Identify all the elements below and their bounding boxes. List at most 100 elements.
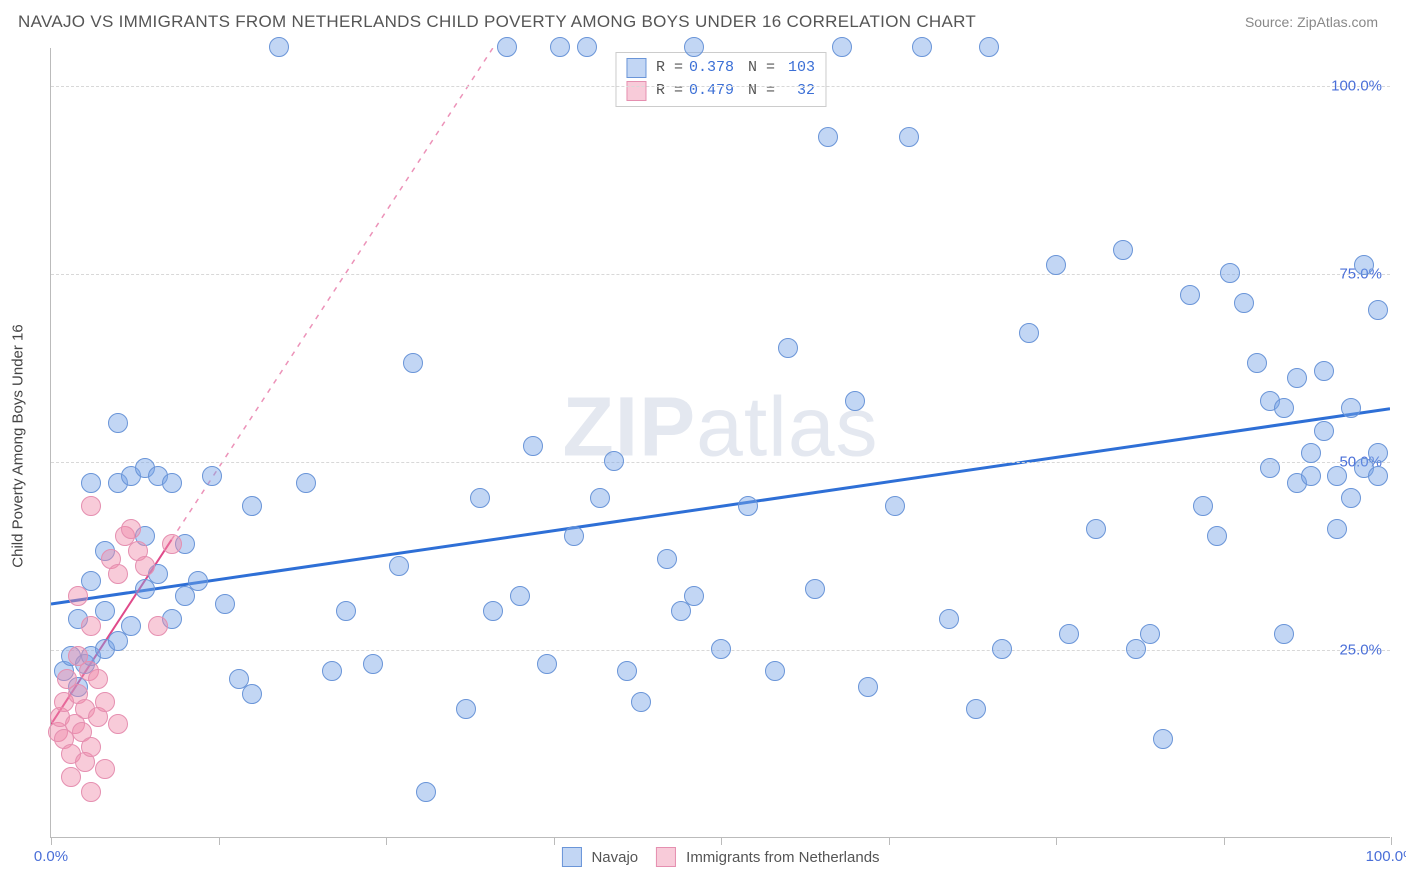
data-point <box>81 737 101 757</box>
x-tick-label: 100.0% <box>1366 848 1406 865</box>
data-point <box>1153 729 1173 749</box>
data-point <box>1314 361 1334 381</box>
y-tick-label: 100.0% <box>1331 77 1382 94</box>
legend-swatch <box>561 847 581 867</box>
data-point <box>1274 398 1294 418</box>
data-point <box>1193 496 1213 516</box>
data-point <box>88 669 108 689</box>
legend-swatch <box>626 58 646 78</box>
data-point <box>1113 240 1133 260</box>
data-point <box>336 601 356 621</box>
data-point <box>403 353 423 373</box>
data-point <box>1327 466 1347 486</box>
data-point <box>389 556 409 576</box>
data-point <box>456 699 476 719</box>
data-point <box>1207 526 1227 546</box>
gridline <box>51 462 1390 463</box>
legend-r-label: R = <box>656 80 683 103</box>
data-point <box>1019 323 1039 343</box>
data-point <box>1368 443 1388 463</box>
x-tick-label: 0.0% <box>34 848 68 865</box>
data-point <box>1247 353 1267 373</box>
gridline <box>51 274 1390 275</box>
legend-n-label: N = <box>748 57 775 80</box>
data-point <box>510 586 530 606</box>
data-point <box>470 488 490 508</box>
gridline <box>51 86 1390 87</box>
trend-lines <box>51 48 1390 837</box>
data-point <box>1140 624 1160 644</box>
data-point <box>1327 519 1347 539</box>
data-point <box>992 639 1012 659</box>
x-tick <box>889 837 890 845</box>
data-point <box>899 127 919 147</box>
data-point <box>269 37 289 57</box>
data-point <box>215 594 235 614</box>
data-point <box>188 571 208 591</box>
legend-r-label: R = <box>656 57 683 80</box>
data-point <box>939 609 959 629</box>
data-point <box>1341 398 1361 418</box>
data-point <box>805 579 825 599</box>
data-point <box>564 526 584 546</box>
data-point <box>1220 263 1240 283</box>
chart-header: NAVAJO VS IMMIGRANTS FROM NETHERLANDS CH… <box>0 0 1406 40</box>
legend-series-label: Navajo <box>591 849 638 866</box>
data-point <box>81 496 101 516</box>
data-point <box>242 496 262 516</box>
data-point <box>296 473 316 493</box>
data-point <box>631 692 651 712</box>
data-point <box>1301 443 1321 463</box>
data-point <box>523 436 543 456</box>
data-point <box>162 473 182 493</box>
data-point <box>1354 255 1374 275</box>
y-tick-label: 25.0% <box>1339 641 1382 658</box>
legend-series: Navajo Immigrants from Netherlands <box>561 847 879 867</box>
data-point <box>912 37 932 57</box>
legend-n-label: N = <box>748 80 775 103</box>
data-point <box>738 496 758 516</box>
legend-stats: R =0.378N =103R =0.479N =32 <box>615 52 826 107</box>
data-point <box>108 714 128 734</box>
legend-r-value: 0.479 <box>689 80 734 103</box>
data-point <box>81 782 101 802</box>
y-axis-title: Child Poverty Among Boys Under 16 <box>10 324 27 567</box>
x-tick <box>1391 837 1392 845</box>
data-point <box>657 549 677 569</box>
data-point <box>832 37 852 57</box>
data-point <box>966 699 986 719</box>
data-point <box>1260 458 1280 478</box>
x-tick <box>1224 837 1225 845</box>
data-point <box>483 601 503 621</box>
data-point <box>1086 519 1106 539</box>
data-point <box>108 413 128 433</box>
legend-series-item: Navajo <box>561 847 638 867</box>
data-point <box>778 338 798 358</box>
data-point <box>885 496 905 516</box>
legend-swatch <box>626 81 646 101</box>
data-point <box>95 759 115 779</box>
data-point <box>1341 488 1361 508</box>
data-point <box>416 782 436 802</box>
data-point <box>121 519 141 539</box>
data-point <box>202 466 222 486</box>
data-point <box>242 684 262 704</box>
data-point <box>1301 466 1321 486</box>
data-point <box>1287 368 1307 388</box>
data-point <box>537 654 557 674</box>
data-point <box>1314 421 1334 441</box>
legend-series-item: Immigrants from Netherlands <box>656 847 879 867</box>
data-point <box>148 616 168 636</box>
data-point <box>81 473 101 493</box>
data-point <box>1368 300 1388 320</box>
data-point <box>1059 624 1079 644</box>
data-point <box>322 661 342 681</box>
legend-n-value: 32 <box>781 80 815 103</box>
chart-source: Source: ZipAtlas.com <box>1245 14 1378 30</box>
legend-stats-row: R =0.378N =103 <box>626 57 815 80</box>
x-tick <box>386 837 387 845</box>
watermark-bold: ZIP <box>562 379 696 473</box>
legend-swatch <box>656 847 676 867</box>
data-point <box>765 661 785 681</box>
legend-r-value: 0.378 <box>689 57 734 80</box>
